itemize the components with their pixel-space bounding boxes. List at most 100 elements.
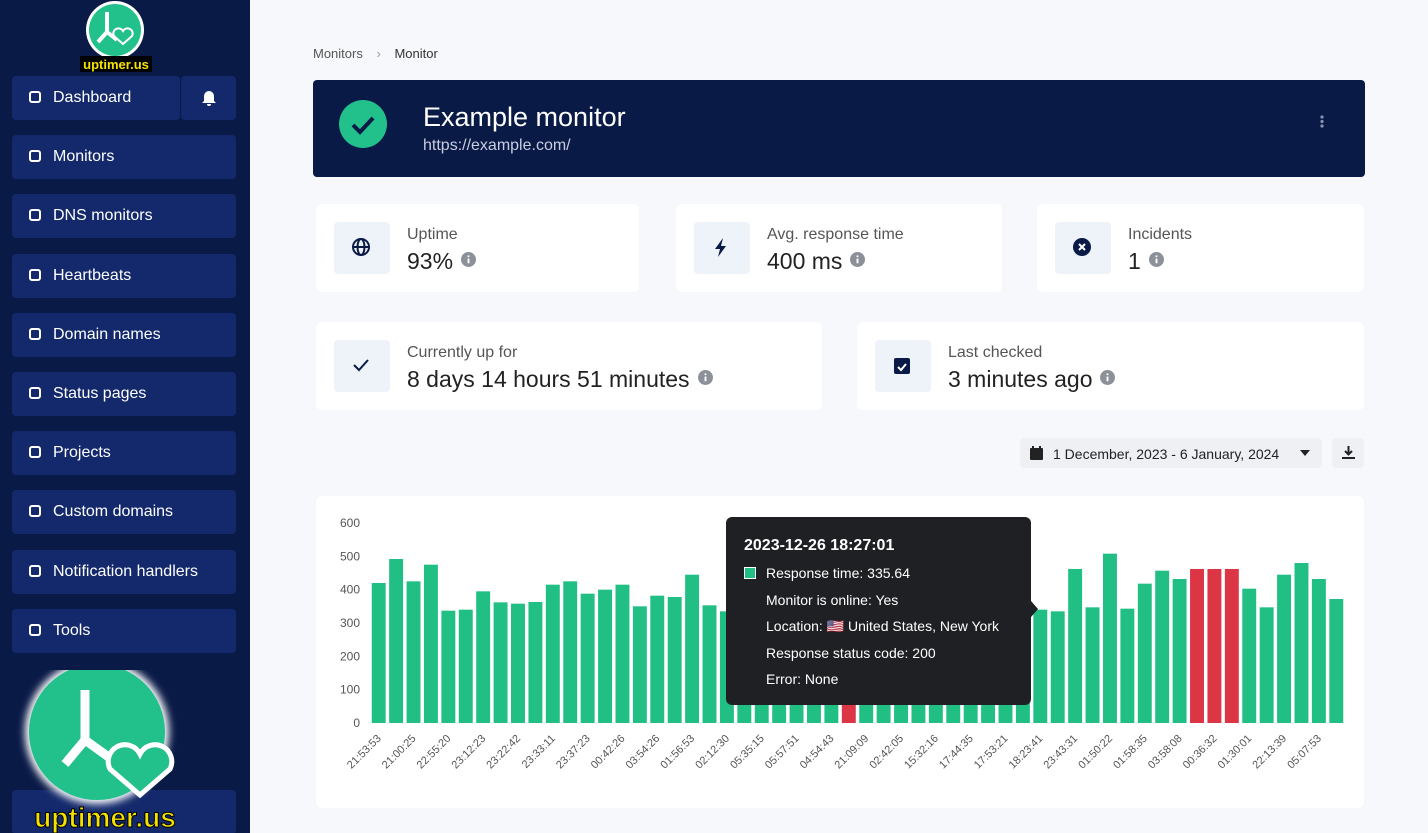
tooltip-line: Error: None <box>766 671 839 687</box>
bar <box>511 603 525 723</box>
tooltip-line: Monitor is online: Yes <box>766 591 899 608</box>
stat-label: Last checked <box>948 344 1043 361</box>
x-tick-label: 23:22:42 <box>484 733 523 772</box>
sidebar: uptimer.us Dashboard Monitors DNS monitors… <box>0 0 250 833</box>
x-tick-label: 01:56:53 <box>658 733 697 772</box>
stat-value: 93% <box>407 248 454 274</box>
x-tick-label: 03:58:08 <box>1146 733 1185 772</box>
x-tick-label: 01:58:35 <box>1111 733 1150 772</box>
stat-icon <box>1055 222 1111 274</box>
bar <box>441 610 456 723</box>
stat-icon <box>694 222 750 274</box>
bar <box>632 606 647 723</box>
stat-value-row: 3 minutes ago <box>948 366 1116 393</box>
nav-item[interactable]: Dashboard <box>12 76 180 120</box>
tooltip: 2023-12-26 18:27:01 Response time: 335.6… <box>726 517 1038 705</box>
nav-item[interactable]: Custom domains <box>12 490 236 535</box>
status-icon <box>339 100 387 148</box>
x-tick-label: 05:35:15 <box>728 733 767 772</box>
nav-label: Notification handlers <box>53 562 198 580</box>
x-tick-label: 01:50:22 <box>1076 733 1115 772</box>
bar <box>1172 579 1187 723</box>
tooltip-line: Response status code: 200 <box>766 644 936 661</box>
date-range: 1 December, 2023 - 6 January, 2024 <box>1053 446 1280 462</box>
menu-button[interactable] <box>1319 114 1325 130</box>
bar <box>580 593 595 723</box>
breadcrumb: Monitors › Monitor <box>313 46 438 61</box>
x-tick-label: 15:32:16 <box>902 733 941 772</box>
y-tick-label: 0 <box>353 716 360 730</box>
x-tick-label: 23:37:23 <box>554 733 593 772</box>
x-tick-label: 04:54:43 <box>798 733 837 772</box>
stat-value: 400 ms <box>767 248 843 274</box>
nav-item[interactable]: Monitors <box>12 135 236 180</box>
x-tick-label: 23:33:11 <box>520 733 558 771</box>
date-range-picker[interactable]: 1 December, 2023 - 6 January, 2024 <box>1020 438 1322 468</box>
stat-value-row: 400 ms <box>767 248 866 275</box>
nav-item[interactable]: Heartbeats <box>12 253 236 298</box>
stat-card: Incidents 1 <box>1037 204 1364 292</box>
bar <box>423 564 438 723</box>
stat-value: 8 days 14 hours 51 minutes <box>407 366 690 392</box>
y-tick-label: 100 <box>340 683 360 697</box>
nav-item[interactable]: Projects <box>12 431 236 476</box>
download-button[interactable] <box>1332 438 1364 468</box>
x-tick-label: 01:30:01 <box>1216 733 1255 772</box>
x-tick-label: 21:00:25 <box>380 733 419 772</box>
bar <box>1120 608 1135 723</box>
bar <box>389 559 404 723</box>
y-tick-label: 400 <box>340 583 360 597</box>
x-tick-label: 02:42:05 <box>867 733 906 772</box>
bar <box>1242 588 1257 723</box>
bar <box>563 581 578 723</box>
nav-label: Monitors <box>53 148 115 166</box>
nav-item[interactable]: Tools <box>12 608 236 653</box>
nav-label: Status pages <box>53 385 147 402</box>
x-tick-label: 05:07:53 <box>1285 733 1324 772</box>
logo-top: uptimer.us <box>80 1 152 72</box>
x-tick-label: 22:55:20 <box>415 733 454 772</box>
bar <box>685 574 700 723</box>
bar <box>1329 599 1344 723</box>
bar <box>667 597 682 723</box>
bar <box>1137 583 1152 723</box>
bar <box>1155 570 1170 723</box>
bar <box>1085 607 1100 723</box>
bar <box>1224 569 1239 723</box>
bar <box>1068 569 1083 723</box>
stat-label: Uptime <box>407 226 458 243</box>
bar <box>545 584 560 723</box>
stat-value-row: 93% <box>407 248 477 275</box>
x-tick-label: 21:53:53 <box>345 733 384 772</box>
nav-item[interactable]: Notification handlers <box>12 549 236 594</box>
stat-label: Currently up for <box>407 344 518 361</box>
tooltip-swatch <box>744 567 756 579</box>
y-tick-label: 500 <box>340 549 360 563</box>
x-tick-label: 02:12:30 <box>693 733 732 772</box>
x-tick-label: 17:44:35 <box>937 733 976 772</box>
stat-card: Uptime 93% <box>316 204 639 292</box>
stat-icon <box>334 222 390 274</box>
notification-button[interactable] <box>181 76 236 120</box>
nav-item[interactable]: Status pages <box>12 372 236 416</box>
x-tick-label: 17:53:21 <box>972 733 1011 772</box>
nav-item[interactable]: Domain names <box>12 312 236 357</box>
nav-item[interactable]: DNS monitors <box>12 194 236 239</box>
stat-value-row: 8 days 14 hours 51 minutes <box>407 366 713 393</box>
bar <box>1294 563 1309 723</box>
logo-text: uptimer.us <box>34 802 176 833</box>
x-tick-label: 03:54:26 <box>624 733 663 772</box>
bar <box>1102 553 1117 723</box>
x-tick-label: 23:12:23 <box>450 733 489 772</box>
breadcrumb-link[interactable]: Monitors <box>313 46 363 61</box>
stat-value-row: 1 <box>1128 248 1164 275</box>
bar <box>1050 611 1065 723</box>
bar <box>1033 609 1048 723</box>
y-tick-label: 600 <box>340 516 360 530</box>
bar <box>1277 574 1292 723</box>
bar <box>650 595 665 723</box>
nav-label: Custom domains <box>53 503 174 521</box>
logo-text: uptimer.us <box>83 57 149 72</box>
stat-label: Incidents <box>1128 226 1193 243</box>
